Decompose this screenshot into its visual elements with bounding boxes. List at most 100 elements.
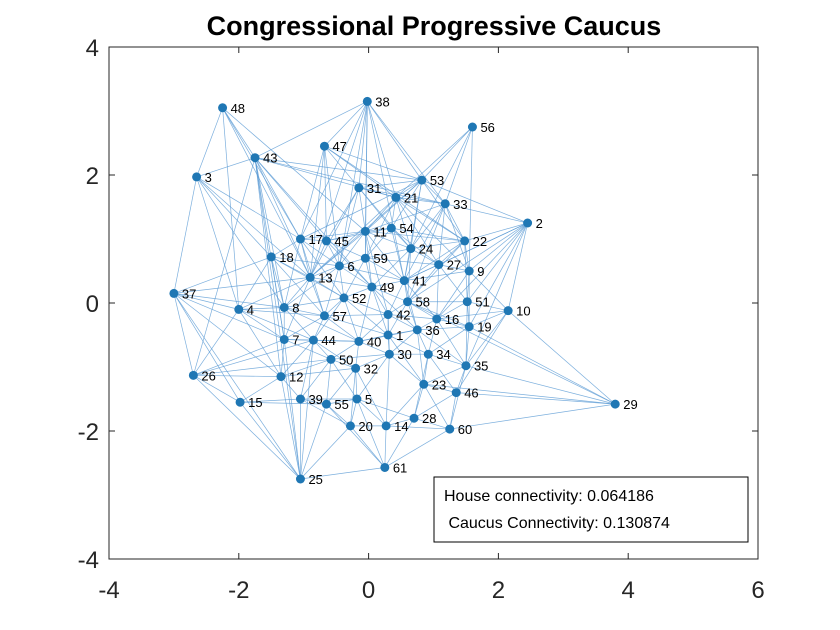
edge-43-33 (254, 157, 446, 205)
edge-56-21 (395, 126, 473, 198)
edge-45-54 (326, 227, 392, 242)
node-label-7: 7 (292, 332, 299, 347)
node-label-26: 26 (201, 368, 215, 383)
node-label-23: 23 (432, 377, 446, 392)
edge-32-14 (355, 368, 387, 427)
edge-30-23 (389, 353, 424, 385)
edge-43-13 (254, 157, 311, 278)
node-32 (351, 363, 361, 373)
edge-13-8 (283, 277, 311, 308)
edge-21-54 (390, 197, 397, 229)
edge-5-28 (356, 398, 415, 419)
edge-53-22 (421, 179, 465, 242)
edge-29-60 (449, 403, 616, 430)
node-3 (192, 172, 202, 182)
edge-32-5 (355, 368, 358, 400)
node-9 (464, 266, 474, 276)
edge-20-25 (300, 425, 351, 480)
edge-9-16 (436, 270, 470, 320)
node-46 (451, 388, 461, 398)
edge-8-40 (284, 307, 360, 342)
edge-48-11 (222, 107, 366, 232)
edge-19-29 (469, 326, 616, 405)
edge-10-19 (469, 310, 509, 328)
edge-36-30 (389, 329, 418, 355)
edge-13-4 (238, 277, 311, 310)
edge-11-6 (339, 231, 366, 267)
edge-57-40 (324, 315, 360, 342)
node-27 (434, 260, 444, 270)
edge-15-55 (240, 401, 327, 405)
edge-48-13 (222, 107, 311, 278)
nodes-layer: 1234567891011121314151617181920212223242… (169, 94, 638, 487)
edge-41-36 (403, 280, 418, 330)
edge-48-43 (222, 107, 256, 158)
x-tick-label: 4 (622, 577, 635, 604)
edge-14-60 (386, 425, 450, 430)
edge-4-44 (238, 309, 314, 341)
edge-36-19 (417, 326, 470, 331)
edge-33-24 (410, 203, 446, 249)
node-29 (610, 399, 620, 409)
node-label-29: 29 (623, 397, 637, 412)
edge-49-36 (371, 286, 418, 331)
edge-24-27 (410, 248, 439, 265)
edge-25-44 (300, 340, 314, 480)
node-18 (266, 252, 276, 262)
edge-1-34 (387, 334, 429, 355)
edge-3-4 (196, 176, 240, 310)
node-label-56: 56 (480, 120, 494, 135)
edge-43-12 (254, 157, 282, 377)
edge-23-60 (423, 384, 451, 430)
edge-59-27 (365, 257, 439, 265)
edge-44-39 (300, 340, 314, 400)
node-label-30: 30 (397, 347, 411, 362)
edge-3-8 (196, 176, 285, 308)
edge-6-41 (339, 265, 405, 281)
x-tick-label: 2 (492, 577, 505, 604)
node-label-28: 28 (422, 411, 436, 426)
edge-61-60 (384, 428, 450, 468)
edge-13-57 (309, 277, 325, 316)
edge-47-45 (324, 146, 327, 241)
node-label-50: 50 (339, 352, 353, 367)
edge-3-17 (196, 176, 301, 240)
node-10 (503, 306, 513, 316)
node-label-54: 54 (399, 221, 413, 236)
edge-50-30 (330, 353, 390, 360)
edge-29-58 (407, 301, 616, 405)
edge-59-49 (365, 258, 373, 288)
edge-13-52 (310, 277, 345, 299)
edge-6-13 (310, 265, 340, 278)
node-60 (445, 424, 455, 434)
node-label-52: 52 (352, 291, 366, 306)
edge-57-42 (324, 314, 389, 317)
edge-37-7 (173, 293, 285, 340)
edge-54-27 (391, 227, 439, 265)
edge-21-22 (395, 197, 465, 242)
edge-35-60 (449, 365, 467, 430)
node-56 (467, 122, 477, 132)
edge-31-24 (358, 187, 412, 249)
edge-4-57 (238, 309, 325, 317)
node-7 (279, 334, 289, 344)
node-15 (235, 397, 245, 407)
edge-8-52 (284, 297, 344, 308)
edge-37-13 (173, 277, 311, 294)
node-61 (380, 462, 390, 472)
node-label-17: 17 (308, 232, 322, 247)
edge-40-32 (355, 341, 360, 369)
node-42 (383, 310, 393, 320)
edge-2-16 (436, 222, 528, 320)
edge-53-21 (395, 179, 423, 198)
edge-16-19 (436, 318, 470, 328)
edge-4-12 (238, 309, 282, 377)
edge-48-4 (222, 107, 240, 310)
node-label-13: 13 (318, 270, 332, 285)
edge-42-40 (358, 314, 389, 342)
edge-4-7 (238, 309, 285, 340)
edge-44-32 (313, 339, 356, 369)
edge-37-4 (173, 293, 239, 310)
edge-6-59 (339, 257, 366, 267)
